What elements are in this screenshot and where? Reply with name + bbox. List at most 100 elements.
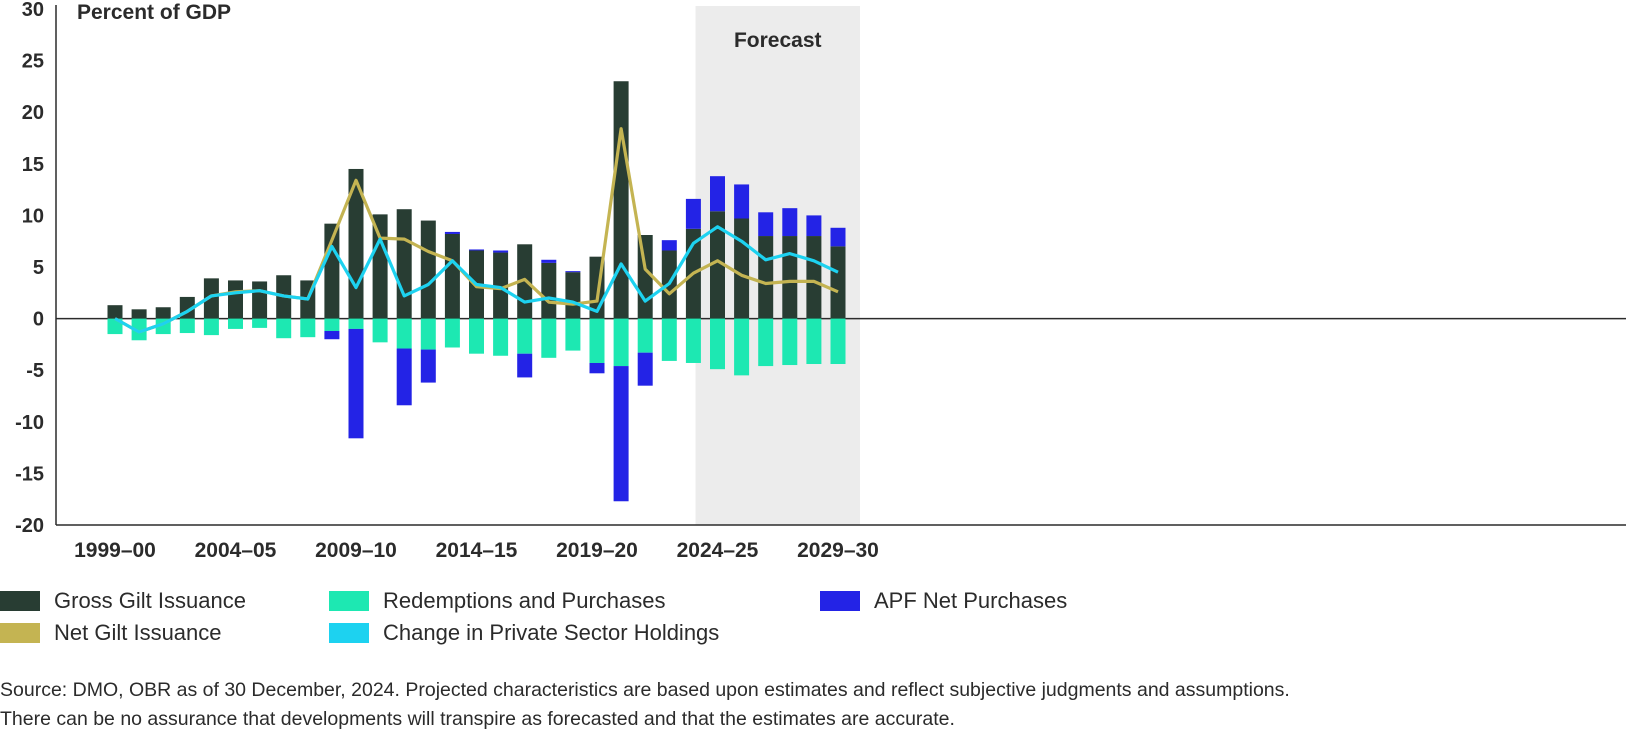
bar-gross-gilt-issuance xyxy=(782,236,797,319)
chart: Forecast 30 25 20 15 10 5 0 -5 -10 -15 -20 Percent … xyxy=(0,0,1626,585)
bar-redemptions-and-purchases xyxy=(324,319,339,331)
legend: Gross Gilt Issuance Net Gilt Issuance Re… xyxy=(0,588,1626,658)
y-tick-label: -15 xyxy=(15,463,44,485)
bar-apf-net-purchases xyxy=(806,215,821,236)
legend-swatch-net-gilt-issuance xyxy=(0,623,40,643)
bar-redemptions-and-purchases xyxy=(300,319,315,338)
bar-redemptions-and-purchases xyxy=(445,319,460,348)
legend-swatch-private-sector xyxy=(329,623,369,643)
legend-label: Change in Private Sector Holdings xyxy=(383,620,719,646)
bar-redemptions-and-purchases xyxy=(493,319,508,356)
bar-redemptions-and-purchases xyxy=(758,319,773,366)
y-tick-label: -10 xyxy=(15,412,44,434)
y-tick-label: -5 xyxy=(26,360,44,382)
x-tick-label: 2019–20 xyxy=(556,539,638,562)
bar-redemptions-and-purchases xyxy=(590,319,605,363)
bar-redemptions-and-purchases xyxy=(228,319,243,329)
bar-gross-gilt-issuance xyxy=(734,218,749,318)
bar-gross-gilt-issuance xyxy=(132,309,147,318)
legend-item-private-sector: Change in Private Sector Holdings xyxy=(329,620,719,646)
bar-gross-gilt-issuance xyxy=(108,305,123,318)
bar-apf-net-purchases xyxy=(445,232,460,234)
bar-gross-gilt-issuance xyxy=(831,246,846,318)
bar-apf-net-purchases xyxy=(324,331,339,339)
legend-label: Net Gilt Issuance xyxy=(54,620,222,646)
y-axis-title: Percent of GDP xyxy=(77,1,231,24)
bar-redemptions-and-purchases xyxy=(421,319,436,350)
bar-apf-net-purchases xyxy=(493,250,508,252)
x-tick-label: 2024–25 xyxy=(677,539,759,562)
bar-redemptions-and-purchases xyxy=(710,319,725,370)
bar-redemptions-and-purchases xyxy=(517,319,532,354)
x-tick-label: 2004–05 xyxy=(195,539,277,562)
bar-apf-net-purchases xyxy=(662,240,677,250)
bar-redemptions-and-purchases xyxy=(686,319,701,363)
legend-item-net-gilt-issuance: Net Gilt Issuance xyxy=(0,620,222,646)
bar-redemptions-and-purchases xyxy=(734,319,749,376)
bar-redemptions-and-purchases xyxy=(541,319,556,358)
bar-redemptions-and-purchases xyxy=(662,319,677,361)
bar-gross-gilt-issuance xyxy=(373,214,388,318)
bar-apf-net-purchases xyxy=(565,271,580,272)
y-tick-label: 0 xyxy=(33,309,44,331)
bar-gross-gilt-issuance xyxy=(397,209,412,318)
legend-label: Gross Gilt Issuance xyxy=(54,588,246,614)
forecast-label: Forecast xyxy=(734,29,822,52)
bar-redemptions-and-purchases xyxy=(204,319,219,336)
bar-redemptions-and-purchases xyxy=(806,319,821,364)
x-tick-label: 2029–30 xyxy=(797,539,879,562)
bar-apf-net-purchases xyxy=(349,329,364,438)
bar-apf-net-purchases xyxy=(710,176,725,211)
source-note: Source: DMO, OBR as of 30 December, 2024… xyxy=(0,676,1620,734)
bar-gross-gilt-issuance xyxy=(252,281,267,318)
bar-redemptions-and-purchases xyxy=(614,319,629,366)
y-tick-label: 20 xyxy=(22,102,44,124)
y-tick-label: 15 xyxy=(22,154,44,176)
bar-redemptions-and-purchases xyxy=(349,319,364,329)
bar-apf-net-purchases xyxy=(638,353,653,386)
bar-gross-gilt-issuance xyxy=(806,236,821,319)
y-tick-label: 10 xyxy=(22,205,44,227)
bar-apf-net-purchases xyxy=(614,366,629,501)
source-line-1: Source: DMO, OBR as of 30 December, 2024… xyxy=(0,676,1620,705)
y-tick-label: 30 xyxy=(22,0,44,21)
source-line-2: There can be no assurance that developme… xyxy=(0,705,1620,734)
bar-apf-net-purchases xyxy=(758,212,773,236)
legend-item-apf: APF Net Purchases xyxy=(820,588,1067,614)
legend-swatch-apf xyxy=(820,591,860,611)
bar-apf-net-purchases xyxy=(469,249,484,250)
legend-swatch-redemptions xyxy=(329,591,369,611)
bar-gross-gilt-issuance xyxy=(614,81,629,318)
bar-redemptions-and-purchases xyxy=(180,319,195,333)
bar-redemptions-and-purchases xyxy=(469,319,484,354)
x-tick-label: 2009–10 xyxy=(315,539,397,562)
bar-redemptions-and-purchases xyxy=(397,319,412,349)
legend-item-gross-gilt-issuance: Gross Gilt Issuance xyxy=(0,588,246,614)
bar-apf-net-purchases xyxy=(686,199,701,229)
bar-redemptions-and-purchases xyxy=(565,319,580,351)
legend-swatch-gross-gilt-issuance xyxy=(0,591,40,611)
bar-apf-net-purchases xyxy=(541,260,556,263)
bar-apf-net-purchases xyxy=(590,363,605,373)
bar-gross-gilt-issuance xyxy=(541,263,556,319)
bar-apf-net-purchases xyxy=(421,350,436,383)
legend-item-redemptions: Redemptions and Purchases xyxy=(329,588,666,614)
bar-apf-net-purchases xyxy=(782,208,797,236)
legend-label: Redemptions and Purchases xyxy=(383,588,666,614)
bar-gross-gilt-issuance xyxy=(156,307,171,318)
x-tick-label: 2014–15 xyxy=(436,539,518,562)
bar-gross-gilt-issuance xyxy=(758,236,773,319)
legend-label: APF Net Purchases xyxy=(874,588,1067,614)
y-tick-label: 5 xyxy=(33,257,44,279)
bar-gross-gilt-issuance xyxy=(565,272,580,318)
bar-gross-gilt-issuance xyxy=(421,221,436,319)
y-tick-label: -20 xyxy=(15,515,44,537)
bar-redemptions-and-purchases xyxy=(252,319,267,328)
bar-redemptions-and-purchases xyxy=(831,319,846,364)
bar-apf-net-purchases xyxy=(517,354,532,378)
bar-redemptions-and-purchases xyxy=(638,319,653,353)
bar-gross-gilt-issuance xyxy=(445,234,460,319)
bar-apf-net-purchases xyxy=(734,184,749,218)
bar-gross-gilt-issuance xyxy=(228,280,243,318)
bar-apf-net-purchases xyxy=(397,349,412,406)
